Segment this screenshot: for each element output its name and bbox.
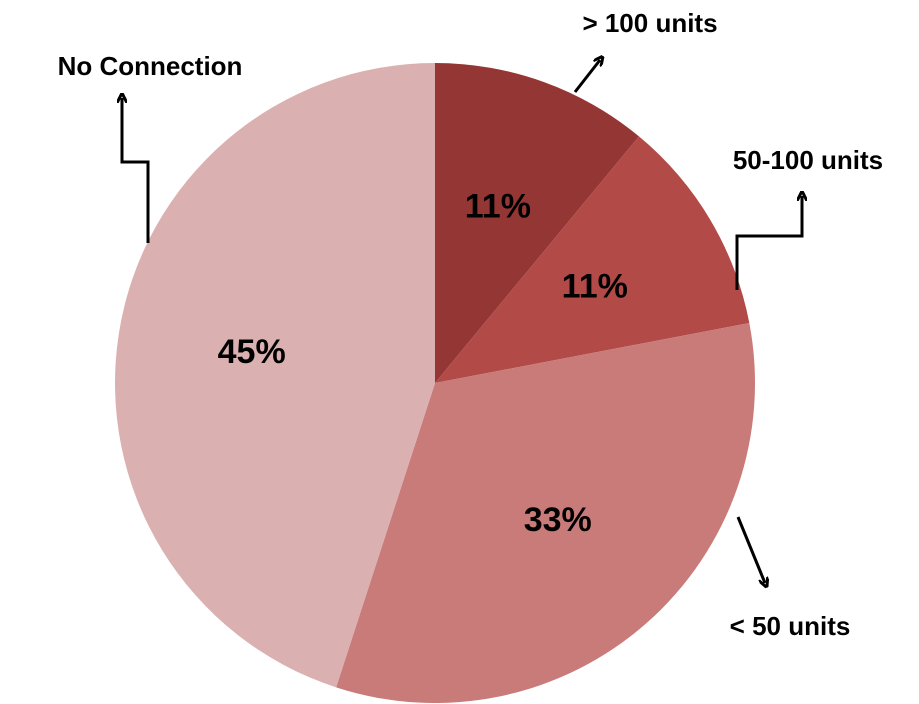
pie <box>114 63 755 704</box>
data-label: 45% <box>218 333 286 371</box>
category-label: < 50 units <box>730 611 851 641</box>
pie-slice <box>435 136 750 383</box>
pie-slice <box>114 63 436 688</box>
leader-arrow <box>735 196 802 290</box>
category-label: > 100 units <box>582 8 717 38</box>
leader-arrow <box>573 60 600 93</box>
data-label: 11% <box>465 187 531 225</box>
category-label: 50-100 units <box>733 145 883 175</box>
leader-arrow <box>122 98 150 243</box>
leader-arrow <box>736 516 765 583</box>
data-label: 11% <box>562 268 628 306</box>
category-label: No Connection <box>58 51 243 81</box>
pie-slice <box>435 63 639 383</box>
pie-slice <box>336 323 755 704</box>
data-label: 33% <box>524 501 592 539</box>
